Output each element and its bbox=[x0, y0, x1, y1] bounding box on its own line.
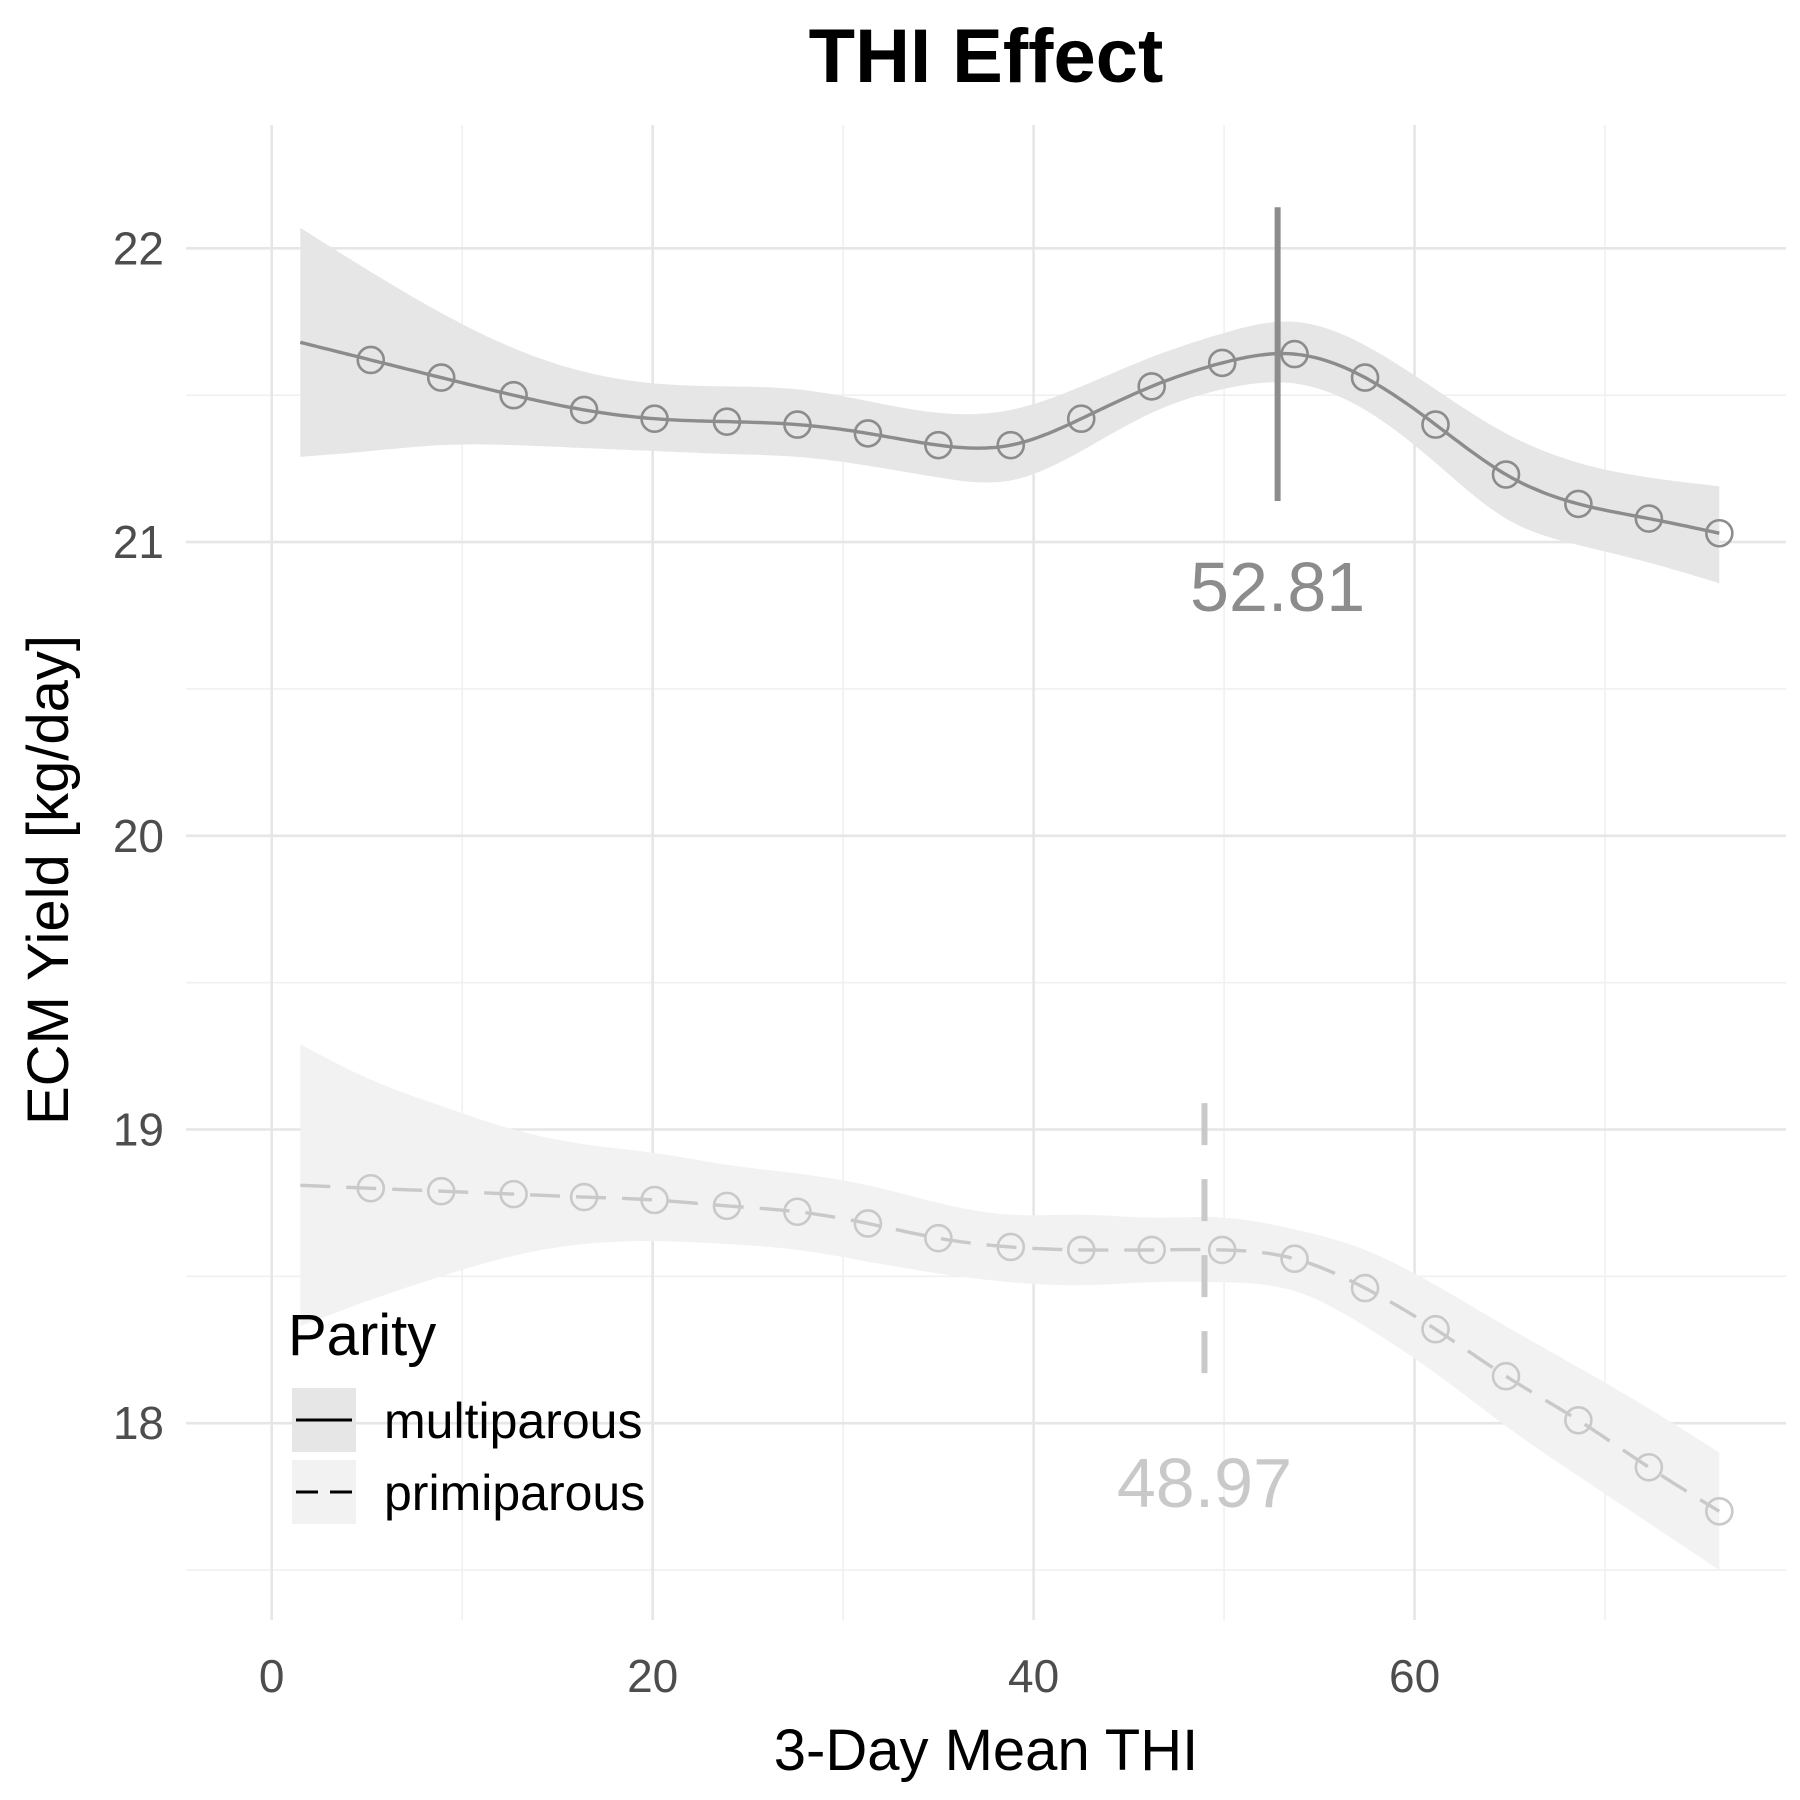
point-multiparous bbox=[853, 419, 883, 448]
point-multiparous bbox=[712, 407, 742, 436]
series-markers bbox=[356, 339, 1734, 1526]
point-multiparous bbox=[1421, 410, 1450, 439]
point-multiparous bbox=[1066, 404, 1096, 434]
point-primiparous bbox=[996, 1232, 1026, 1262]
legend-label-multiparous: multiparous bbox=[384, 1393, 642, 1449]
line-multiparous bbox=[299, 340, 1720, 535]
legend-label-primiparous: primiparous bbox=[384, 1465, 645, 1521]
chart-title: THI Effect bbox=[809, 14, 1164, 99]
point-primiparous bbox=[1137, 1235, 1167, 1265]
point-multiparous bbox=[640, 404, 669, 434]
x-axis-ticks: 0 20 40 60 bbox=[259, 1650, 1440, 1702]
point-primiparous bbox=[1491, 1361, 1521, 1391]
point-primiparous bbox=[1705, 1497, 1734, 1526]
x-tick-label: 40 bbox=[1008, 1650, 1059, 1702]
series-lines bbox=[299, 340, 1721, 1513]
point-multiparous bbox=[996, 430, 1026, 460]
point-multiparous bbox=[356, 345, 386, 375]
point-primiparous bbox=[569, 1182, 599, 1212]
point-multiparous bbox=[1705, 518, 1734, 548]
y-axis-title: ECM Yield [kg/day] bbox=[16, 635, 81, 1125]
point-primiparous bbox=[426, 1176, 456, 1206]
point-multiparous bbox=[1137, 372, 1167, 401]
legend-title: Parity bbox=[288, 1303, 436, 1368]
point-primiparous bbox=[853, 1209, 883, 1238]
threshold-label-primiparous: 48.97 bbox=[1117, 1444, 1292, 1522]
point-primiparous bbox=[640, 1185, 669, 1215]
point-primiparous bbox=[1634, 1452, 1664, 1482]
ribbon-primiparous bbox=[300, 1044, 1720, 1571]
point-primiparous bbox=[1350, 1273, 1380, 1303]
y-tick-label: 18 bbox=[113, 1397, 164, 1449]
point-primiparous bbox=[1066, 1235, 1096, 1265]
point-primiparous bbox=[924, 1223, 953, 1253]
confidence-ribbons bbox=[300, 227, 1720, 1571]
y-tick-label: 19 bbox=[113, 1103, 164, 1155]
point-primiparous bbox=[783, 1197, 812, 1227]
legend: Parity multiparous primiparous bbox=[288, 1303, 645, 1524]
point-primiparous bbox=[1280, 1244, 1309, 1274]
point-multiparous bbox=[426, 363, 456, 392]
threshold-label-multiparous: 52.81 bbox=[1190, 548, 1365, 626]
x-tick-label: 60 bbox=[1389, 1650, 1440, 1702]
y-tick-label: 22 bbox=[113, 222, 164, 274]
y-tick-label: 21 bbox=[113, 516, 164, 568]
x-axis-title: 3-Day Mean THI bbox=[774, 1718, 1198, 1783]
point-primiparous bbox=[356, 1173, 386, 1203]
point-multiparous bbox=[1564, 489, 1593, 519]
point-multiparous bbox=[499, 380, 528, 410]
ribbon-multiparous bbox=[300, 227, 1720, 584]
y-tick-label: 20 bbox=[113, 810, 164, 862]
point-multiparous bbox=[1207, 348, 1237, 378]
x-tick-label: 0 bbox=[259, 1650, 285, 1702]
point-multiparous bbox=[1280, 339, 1309, 369]
x-tick-label: 20 bbox=[627, 1650, 678, 1702]
point-multiparous bbox=[1491, 460, 1521, 489]
point-multiparous bbox=[783, 410, 812, 439]
line-primiparous bbox=[300, 1183, 1721, 1513]
point-multiparous bbox=[1350, 363, 1380, 392]
point-primiparous bbox=[1421, 1314, 1450, 1344]
point-primiparous bbox=[1207, 1235, 1237, 1265]
point-multiparous bbox=[1634, 504, 1664, 533]
point-primiparous bbox=[1564, 1405, 1593, 1435]
threshold-lines: 52.81 48.97 bbox=[1117, 207, 1365, 1522]
point-multiparous bbox=[924, 430, 953, 460]
point-primiparous bbox=[712, 1191, 742, 1221]
point-multiparous bbox=[569, 395, 599, 425]
y-axis-ticks: 18 19 20 21 22 bbox=[113, 222, 164, 1449]
point-primiparous bbox=[499, 1179, 528, 1209]
